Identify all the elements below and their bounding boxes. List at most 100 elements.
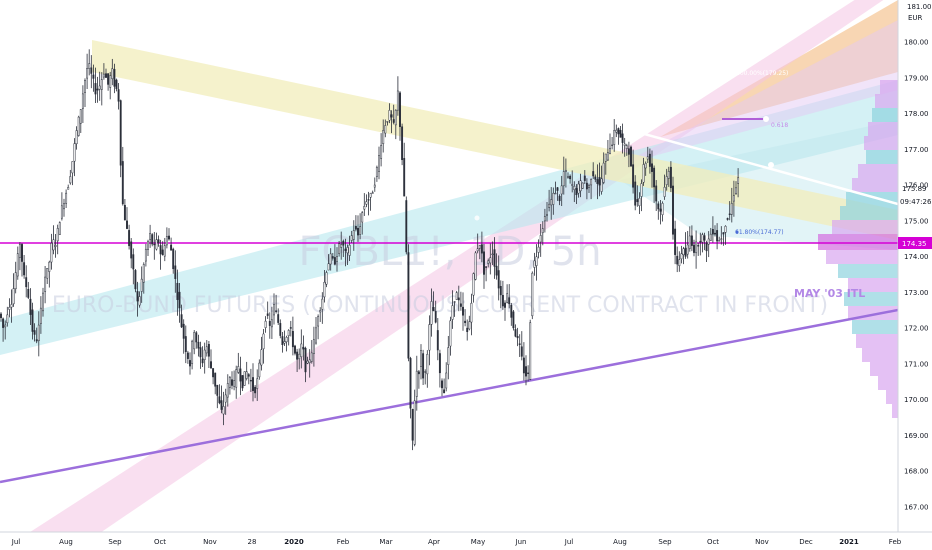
- watermark-name: EURO-BUND FUTURES (CONTINUOUS: CURRENT C…: [52, 293, 828, 318]
- candle-body: [281, 336, 284, 345]
- channel-handle[interactable]: [474, 215, 480, 221]
- y-top-tick: 181.00: [907, 3, 932, 11]
- candle-body: [569, 175, 572, 180]
- candle-body: [199, 347, 202, 358]
- candle-body: [235, 369, 238, 388]
- y-tick-label: 169.00: [904, 432, 929, 440]
- candle-body: [468, 321, 471, 330]
- candle-body: [189, 360, 191, 367]
- candle-body: [535, 256, 538, 266]
- candle-body: [690, 235, 693, 246]
- x-tick-label: Nov: [203, 538, 217, 546]
- candle-body: [81, 93, 84, 109]
- candle-body: [279, 323, 282, 336]
- candle-body: [147, 241, 149, 250]
- candle-body: [476, 248, 479, 252]
- y-tick-label: 180.00: [904, 39, 929, 47]
- x-tick-label: Sep: [658, 538, 672, 546]
- candle-body: [333, 257, 336, 265]
- candle-body: [646, 156, 649, 160]
- candle-body: [237, 366, 240, 373]
- candle-body: [184, 336, 187, 352]
- candle-body: [71, 161, 74, 174]
- candle-body: [180, 314, 183, 328]
- candle-body: [102, 73, 105, 78]
- candle-body: [711, 229, 714, 235]
- candle-body: [128, 230, 131, 247]
- candle-body: [310, 352, 313, 362]
- candle-body: [123, 204, 126, 221]
- candle-body: [363, 206, 366, 210]
- candle-body: [651, 163, 653, 172]
- candle-body: [73, 143, 76, 162]
- candle-body: [308, 359, 311, 364]
- x-tick-label: Dec: [799, 538, 813, 546]
- candle-body: [42, 292, 44, 312]
- candle-body: [365, 201, 368, 205]
- candle-body: [338, 243, 341, 254]
- candle-body: [430, 301, 433, 325]
- candle-body: [258, 362, 261, 378]
- candle-body: [58, 222, 61, 235]
- candle-body: [2, 318, 5, 328]
- candle-body: [682, 248, 685, 255]
- candle-body: [598, 177, 601, 186]
- y-tick-label: 170.00: [904, 396, 929, 404]
- candle-body: [113, 69, 116, 87]
- candle-body: [224, 394, 227, 403]
- candle-body: [84, 80, 86, 93]
- candle-body: [16, 253, 19, 277]
- x-tick-label: Apr: [428, 538, 440, 546]
- x-tick-label: Sep: [108, 538, 122, 546]
- candle-body: [149, 233, 152, 240]
- candle-body: [472, 273, 475, 296]
- candle-body: [537, 246, 540, 253]
- candle-body: [354, 226, 357, 230]
- candle-body: [144, 248, 147, 262]
- candle-body: [392, 119, 395, 123]
- candle-body: [737, 177, 740, 184]
- candle-body: [543, 216, 546, 222]
- x-tick-label: 2021: [839, 538, 859, 546]
- candle-body: [283, 341, 286, 344]
- mar-itl-handle[interactable]: [768, 162, 774, 168]
- fib-100-label: 100.00%(179.25): [736, 70, 788, 77]
- candle-body: [703, 235, 706, 241]
- candle-body: [588, 185, 590, 188]
- candle-body: [533, 260, 536, 268]
- y-tick-label: 175.00: [904, 217, 929, 225]
- candle-body: [21, 244, 23, 262]
- y-tick-label: 167.00: [904, 504, 929, 512]
- may-itl-line: [0, 308, 898, 484]
- candle-body: [449, 320, 452, 347]
- candle-body: [289, 327, 292, 329]
- candle-body: [558, 195, 561, 202]
- candle-body: [493, 249, 496, 267]
- candle-body: [216, 384, 219, 396]
- candle-body: [422, 353, 425, 379]
- candle-body: [707, 238, 710, 245]
- x-tick-label: 28: [248, 538, 257, 546]
- candle-body: [619, 129, 622, 138]
- fib-618-handle[interactable]: [763, 244, 769, 250]
- candle-body: [344, 248, 347, 251]
- candle-body: [233, 380, 236, 387]
- candle-body: [163, 245, 166, 257]
- candle-body: [583, 175, 586, 181]
- candle-body: [495, 265, 498, 276]
- candle-body: [375, 166, 378, 178]
- candle-body: [212, 368, 215, 378]
- candle-body: [220, 400, 223, 410]
- fib-0618-handle[interactable]: [763, 116, 769, 122]
- candle-body: [441, 380, 443, 389]
- candle-body: [155, 239, 158, 250]
- candle-body: [262, 333, 265, 350]
- candle-body: [501, 294, 504, 307]
- candle-body: [514, 329, 517, 337]
- candle-body: [382, 130, 385, 145]
- candle-body: [90, 67, 93, 74]
- candle-body: [674, 228, 677, 255]
- candle-body: [132, 254, 135, 270]
- candle-body: [455, 292, 458, 300]
